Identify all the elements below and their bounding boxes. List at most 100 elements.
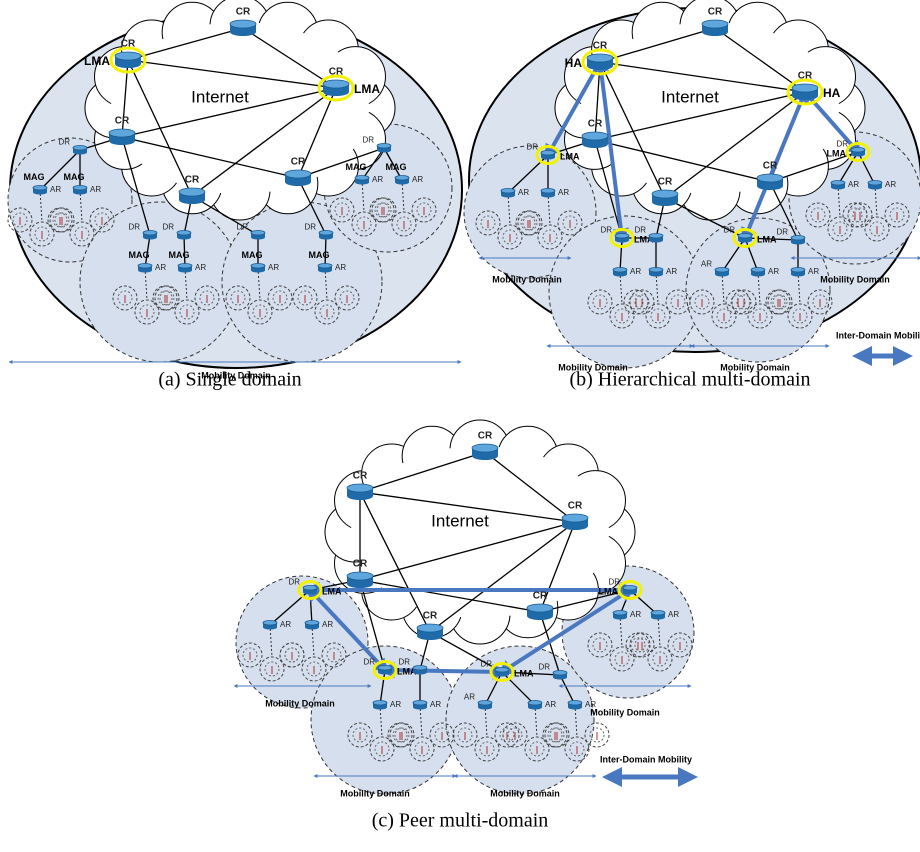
- node-label: AR: [666, 267, 677, 276]
- router: [528, 701, 542, 706]
- router-base: [615, 238, 629, 243]
- router-base: [495, 672, 509, 677]
- router: [377, 144, 391, 149]
- node-label: DR: [362, 136, 374, 145]
- node-label: DR: [363, 658, 375, 667]
- router-base: [319, 235, 333, 240]
- router: [757, 174, 783, 182]
- router: [649, 234, 663, 239]
- node-label: DR: [723, 226, 735, 235]
- node-label: CR: [568, 501, 583, 512]
- node-label: CR: [478, 431, 493, 442]
- node-label: CR: [121, 39, 136, 50]
- node-label: AR: [372, 175, 383, 184]
- node-label: DR: [634, 226, 646, 235]
- router: [851, 148, 865, 153]
- router-base: [791, 272, 805, 277]
- router-base: [553, 675, 567, 680]
- router: [263, 621, 277, 626]
- router-base: [73, 150, 87, 155]
- router: [73, 146, 87, 151]
- role-label: MAG: [242, 250, 263, 260]
- domain-label: Mobility Domain: [492, 274, 562, 284]
- node-label: AR: [335, 263, 346, 272]
- router: [831, 181, 845, 186]
- node-label: CR: [329, 67, 344, 78]
- node-label: AR: [630, 267, 641, 276]
- router: [109, 129, 135, 137]
- role-label: HA: [823, 86, 841, 100]
- router-base: [263, 625, 277, 630]
- router: [178, 264, 192, 269]
- node-label: CR: [763, 161, 778, 172]
- router-base: [417, 632, 443, 640]
- router: [495, 668, 509, 673]
- node-label: DR: [236, 223, 248, 232]
- node-label: DR: [600, 226, 612, 235]
- node-label: AR: [701, 260, 712, 269]
- router-base: [738, 238, 752, 243]
- router: [355, 176, 369, 181]
- inter-domain-label: Inter-Domain Mobility: [836, 330, 920, 340]
- router: [623, 586, 637, 591]
- node-label: DR: [304, 223, 316, 232]
- node-label: AR: [390, 700, 401, 709]
- router: [115, 52, 141, 60]
- role-label: MAG: [169, 250, 190, 260]
- router-base: [251, 235, 265, 240]
- node-label: AR: [280, 620, 291, 629]
- node-label: DR: [398, 658, 410, 667]
- router: [395, 176, 409, 181]
- router-base: [178, 268, 192, 273]
- caption: (c) Peer multi-domain: [372, 810, 549, 832]
- node-label: CR: [185, 175, 200, 186]
- router: [649, 268, 663, 273]
- router: [251, 231, 265, 236]
- router-base: [868, 185, 882, 190]
- node-label: DR: [480, 660, 492, 669]
- node-label: DR: [538, 663, 550, 672]
- router-base: [413, 705, 427, 710]
- router-base: [831, 185, 845, 190]
- role-label: LMA: [560, 151, 580, 161]
- node-label: AR: [768, 267, 779, 276]
- role-label: HA: [565, 56, 583, 70]
- node-label: CR: [236, 7, 251, 18]
- role-label: MAG: [24, 172, 45, 182]
- domain-label: Mobility Domain: [590, 707, 660, 717]
- node-label: AR: [322, 620, 333, 629]
- domain-circle: [80, 202, 240, 362]
- router-base: [347, 492, 373, 500]
- router-base: [541, 155, 555, 160]
- router: [347, 572, 373, 580]
- node-label: CR: [353, 471, 368, 482]
- router-base: [109, 137, 135, 145]
- node-label: AR: [848, 180, 859, 189]
- router-base: [303, 590, 317, 595]
- router-base: [413, 670, 427, 675]
- node-label: AR: [464, 693, 475, 702]
- router-base: [792, 92, 818, 100]
- router-base: [323, 88, 349, 96]
- node-label: DR: [288, 578, 300, 587]
- router: [751, 268, 765, 273]
- node-label: AR: [90, 185, 101, 194]
- router-base: [652, 198, 678, 206]
- router: [553, 671, 567, 676]
- router: [378, 666, 392, 671]
- router: [527, 604, 553, 612]
- node-label: CR: [353, 559, 368, 570]
- node-label: DR: [128, 223, 140, 232]
- cloud-label: Internet: [661, 87, 719, 106]
- router: [791, 236, 805, 241]
- router-base: [527, 612, 553, 620]
- node-label: DR: [526, 143, 538, 152]
- role-label: MAG: [386, 162, 407, 172]
- router-base: [373, 705, 387, 710]
- cloud: [351, 446, 609, 618]
- node-label: DR: [58, 138, 70, 147]
- node-label: AR: [50, 185, 61, 194]
- router: [323, 80, 349, 88]
- router: [868, 181, 882, 186]
